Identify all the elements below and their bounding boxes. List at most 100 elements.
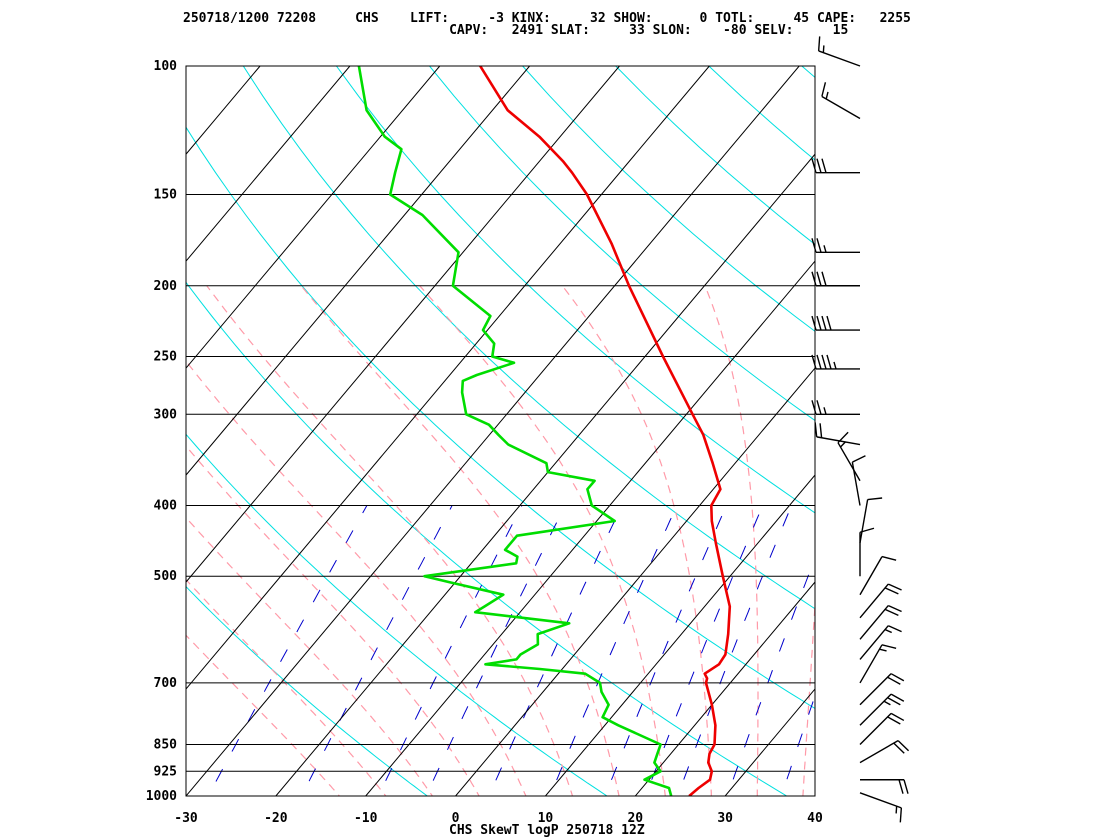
wind-barb	[859, 792, 903, 823]
y-tick-label: 700	[154, 676, 178, 691]
isotherm	[634, 581, 815, 796]
x-tick-label: -10	[354, 811, 378, 826]
barb-half-flag	[822, 45, 825, 53]
barb-staff	[859, 739, 899, 764]
isotherm	[365, 260, 815, 796]
barb-flag	[811, 400, 817, 415]
barb-staff	[859, 625, 889, 660]
barb-flag	[890, 673, 905, 682]
barb-half-flag	[884, 628, 893, 634]
wind-barb	[851, 455, 866, 506]
barb-flag	[887, 716, 901, 725]
barb-flag	[826, 354, 832, 370]
barb-flag	[859, 527, 875, 533]
mixing-ratio-line	[645, 505, 764, 796]
y-tick-label: 850	[154, 737, 178, 752]
barb-staff	[859, 499, 869, 543]
barb-flag	[898, 779, 904, 794]
wind-barb	[811, 315, 860, 331]
mixing-ratio-line	[780, 694, 815, 796]
barb-flag	[816, 158, 822, 173]
barb-flag	[816, 400, 822, 415]
isotherm	[0, 66, 80, 796]
temperature-tick-labels: -30 -20 -10 0 10 20 30 40	[174, 811, 823, 826]
barb-flag	[821, 315, 827, 331]
y-tick-label: 150	[154, 188, 178, 203]
y-tick-label: 400	[154, 499, 178, 514]
wind-barb	[814, 422, 861, 446]
barb-flag	[867, 497, 883, 501]
moist-adiabat	[802, 594, 815, 796]
moist-adiabat	[186, 578, 387, 796]
mixing-ratio-line	[604, 505, 727, 796]
barb-half-flag	[879, 648, 887, 652]
barb-half-flag	[823, 407, 827, 415]
barb-flag	[884, 608, 899, 616]
barb-flag	[816, 238, 822, 253]
moist-adiabat	[300, 285, 620, 796]
wind-barb	[859, 625, 902, 660]
barb-flag	[816, 315, 822, 331]
barb-flag	[903, 779, 909, 794]
isotherm	[186, 66, 441, 369]
barb-flag	[881, 555, 897, 561]
wind-barb	[859, 739, 910, 764]
barb-flag	[816, 271, 822, 286]
header-line-2: CAPV: 2491 SLAT: 33 SLON: -80 SELV: 15	[183, 23, 848, 38]
barb-flag	[881, 644, 897, 650]
isotherm	[455, 367, 815, 796]
barb-staff	[859, 605, 889, 640]
barb-flag	[811, 158, 817, 173]
plot-frame	[185, 65, 816, 797]
isotherm	[186, 66, 800, 796]
isotherm	[186, 66, 351, 262]
isotherm	[186, 66, 710, 690]
dry-adiabat	[895, 66, 1120, 812]
y-tick-label: 200	[154, 279, 178, 294]
wind-barb	[811, 238, 860, 254]
isotherm	[275, 153, 815, 796]
barb-flag	[826, 315, 832, 331]
mixing-ratio-line	[425, 505, 566, 796]
dry-adiabat	[988, 66, 1120, 812]
x-tick-label: 30	[717, 811, 733, 826]
barb-flag	[819, 423, 823, 438]
barb-flag	[899, 807, 903, 823]
barb-staff	[859, 583, 889, 619]
barb-flag	[817, 36, 821, 52]
dry-adiabat	[186, 281, 788, 796]
barb-flag	[887, 604, 902, 613]
dry-adiabat	[429, 66, 815, 422]
dry-adiabat	[615, 66, 815, 246]
mixing-ratio-line	[377, 505, 523, 796]
dewpoint-line	[357, 66, 673, 796]
header-line-1: 250718/1200 72208 CHS LIFT: -3 KINX: 32 …	[183, 11, 911, 26]
barb-flag	[890, 712, 905, 722]
barb-flag	[887, 625, 902, 633]
isobars	[186, 66, 815, 796]
wind-barb	[817, 36, 861, 67]
wind-barb	[811, 271, 860, 287]
barb-staff	[859, 556, 883, 596]
barb-flag	[897, 740, 910, 752]
dry-adiabat	[186, 585, 429, 796]
barb-staff	[851, 462, 861, 506]
y-tick-label: 500	[154, 569, 178, 584]
mixing-ratio-line	[488, 505, 623, 796]
barb-flag	[811, 271, 817, 286]
wind-barb	[859, 555, 897, 596]
moist-adiabats	[186, 285, 815, 796]
barb-flag	[821, 158, 827, 173]
barb-flag	[821, 271, 827, 286]
mixing-ratio-line	[726, 557, 815, 796]
x-tick-label: -20	[264, 811, 288, 826]
isotherm	[186, 66, 620, 583]
barb-half-flag	[833, 361, 837, 370]
profile-lines	[357, 66, 732, 796]
wind-barb	[859, 673, 905, 706]
y-tick-label: 925	[154, 764, 177, 779]
barb-flag	[821, 354, 827, 370]
pressure-tick-labels: 100 150 200 250 300 400 500 700 850 925 1000	[146, 59, 177, 804]
isotherm	[0, 66, 170, 796]
wind-barb	[859, 583, 902, 619]
